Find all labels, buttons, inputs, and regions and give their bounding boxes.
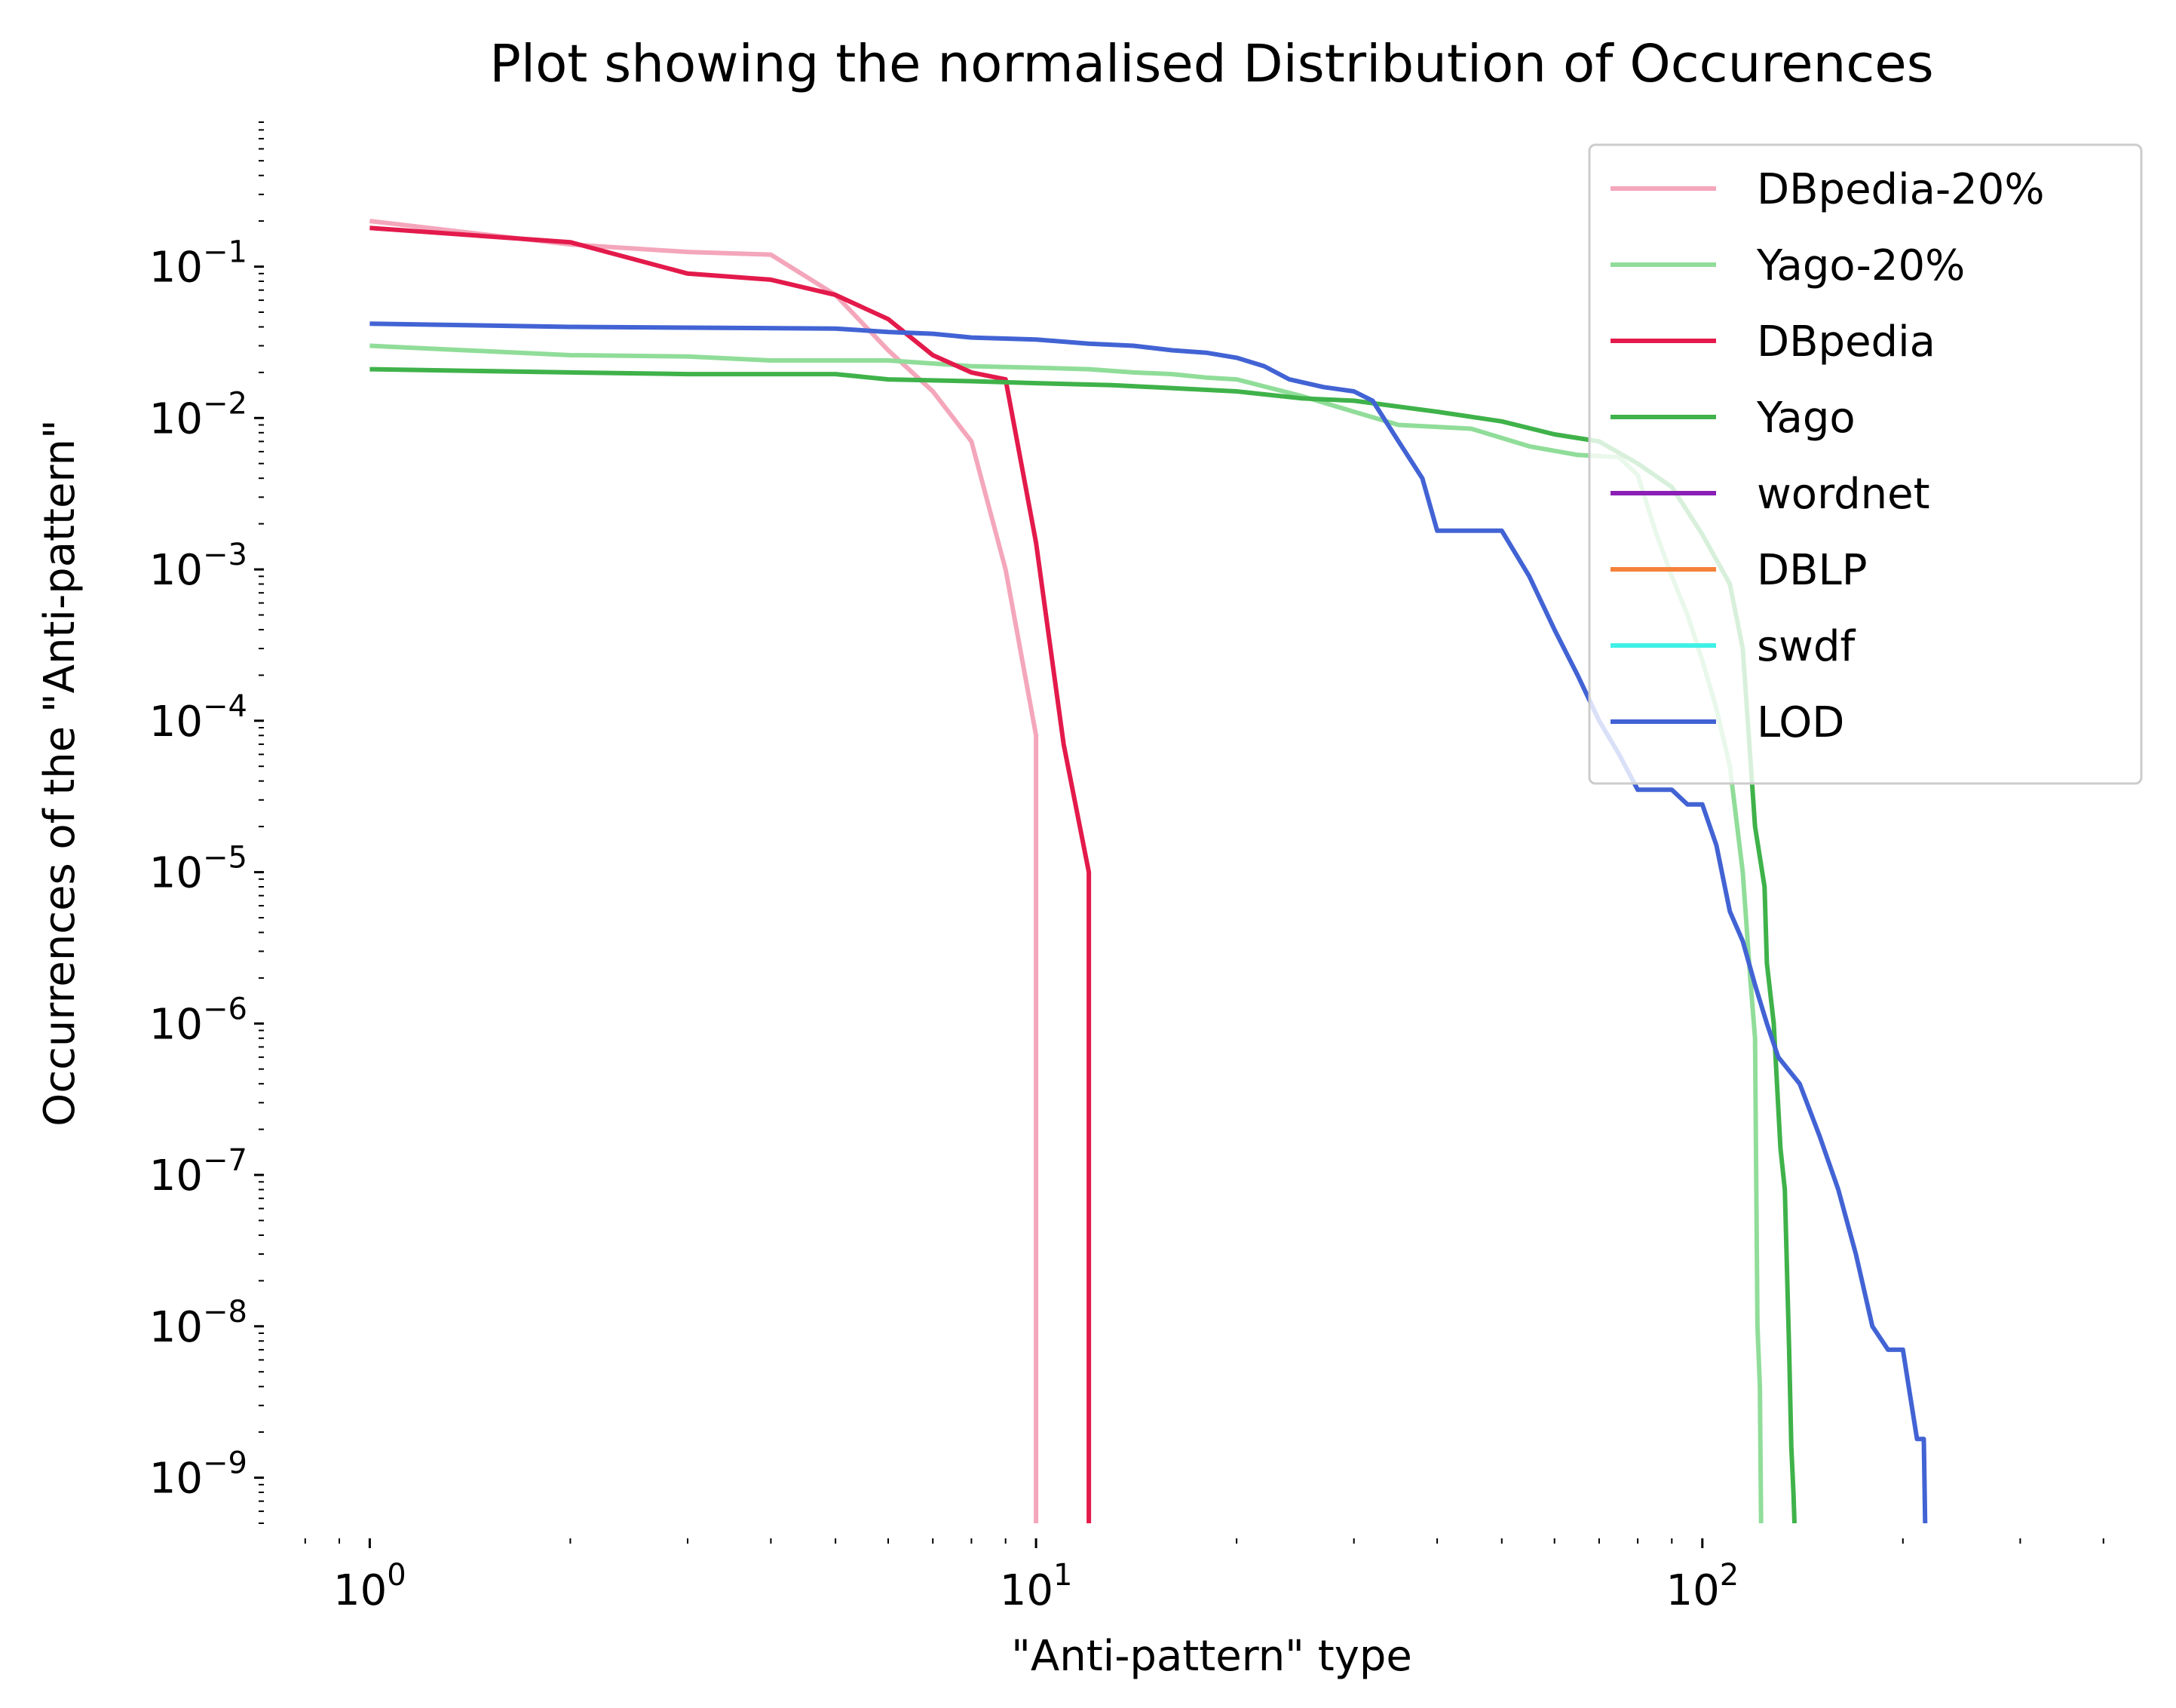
legend-entry-label: LOD (1757, 698, 1844, 747)
y-axis-label: Occurrences of the "Anti-pattern" (35, 419, 84, 1126)
legend-entry-label: DBpedia-20% (1757, 165, 2045, 214)
y-tick-label: 10−6 (149, 992, 247, 1049)
legend-box (1588, 143, 2143, 785)
legend: DBpedia-20% Yago-20% DBpedia Yago wordnet DBL… (1588, 143, 2143, 785)
legend-entry-label: DBpedia (1757, 317, 1935, 366)
x-axis-label: "Anti-pattern" type (1011, 1632, 1412, 1681)
legend-entry-label: wordnet (1757, 470, 1930, 519)
legend-entry-label: DBLP (1757, 546, 1868, 595)
y-tick-label: 10−5 (149, 841, 247, 898)
series-line-1 (369, 343, 1764, 1524)
x-tick-label: 102 (1666, 1558, 1739, 1615)
y-tick-label: 10−8 (149, 1295, 247, 1352)
y-tick-label: 10−2 (149, 386, 247, 443)
x-tick-label: 101 (1000, 1558, 1073, 1615)
y-axis-ticks: 10−1 10−2 10−3 10−4 10−5 10−6 10−7 10−8 10−9 (149, 121, 264, 1524)
series-line-7 (369, 321, 1928, 1524)
x-axis-ticks: 100 101 102 (304, 1538, 2104, 1615)
y-tick-label: 10−7 (149, 1143, 247, 1201)
y-tick-label: 10−1 (149, 235, 247, 293)
y-tick-label: 10−4 (149, 689, 247, 747)
legend-entry-label: Yago (1756, 394, 1856, 443)
chart-title: Plot showing the normalised Distribution… (489, 34, 1933, 94)
x-tick-label: 100 (333, 1558, 406, 1615)
legend-entry-label: swdf (1757, 622, 1856, 671)
series-line-2 (369, 225, 1092, 1523)
y-tick-label: 10−9 (149, 1446, 247, 1504)
legend-entry-label: Yago-20% (1756, 241, 1965, 290)
series-line-0 (369, 219, 1039, 1523)
y-tick-label: 10−3 (149, 538, 247, 595)
